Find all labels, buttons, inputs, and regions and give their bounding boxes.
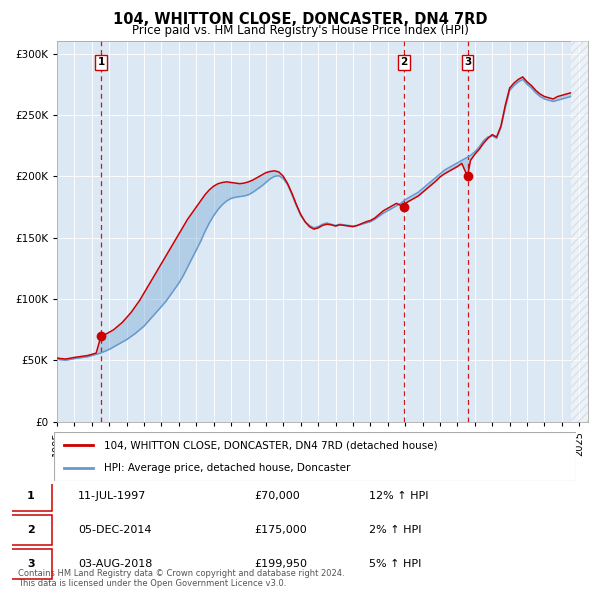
Text: 05-DEC-2014: 05-DEC-2014 — [78, 525, 152, 535]
Text: £175,000: £175,000 — [254, 525, 307, 535]
Text: 2: 2 — [400, 57, 407, 67]
FancyBboxPatch shape — [9, 549, 52, 579]
Text: 1: 1 — [27, 491, 35, 501]
Text: 5% ↑ HPI: 5% ↑ HPI — [369, 559, 421, 569]
Text: 3: 3 — [27, 559, 35, 569]
Text: 3: 3 — [464, 57, 471, 67]
Text: HPI: Average price, detached house, Doncaster: HPI: Average price, detached house, Donc… — [104, 463, 350, 473]
Text: 2% ↑ HPI: 2% ↑ HPI — [369, 525, 422, 535]
FancyBboxPatch shape — [54, 432, 576, 481]
Text: 12% ↑ HPI: 12% ↑ HPI — [369, 491, 428, 501]
Text: £199,950: £199,950 — [254, 559, 307, 569]
Text: 1: 1 — [97, 57, 104, 67]
Text: 104, WHITTON CLOSE, DONCASTER, DN4 7RD (detached house): 104, WHITTON CLOSE, DONCASTER, DN4 7RD (… — [104, 440, 437, 450]
Text: 2: 2 — [27, 525, 35, 535]
FancyBboxPatch shape — [9, 515, 52, 545]
Text: Price paid vs. HM Land Registry's House Price Index (HPI): Price paid vs. HM Land Registry's House … — [131, 24, 469, 37]
Text: 11-JUL-1997: 11-JUL-1997 — [78, 491, 146, 501]
Text: £70,000: £70,000 — [254, 491, 299, 501]
Text: Contains HM Land Registry data © Crown copyright and database right 2024.
This d: Contains HM Land Registry data © Crown c… — [18, 569, 344, 588]
Text: 03-AUG-2018: 03-AUG-2018 — [78, 559, 152, 569]
FancyBboxPatch shape — [9, 481, 52, 511]
Text: 104, WHITTON CLOSE, DONCASTER, DN4 7RD: 104, WHITTON CLOSE, DONCASTER, DN4 7RD — [113, 12, 487, 27]
